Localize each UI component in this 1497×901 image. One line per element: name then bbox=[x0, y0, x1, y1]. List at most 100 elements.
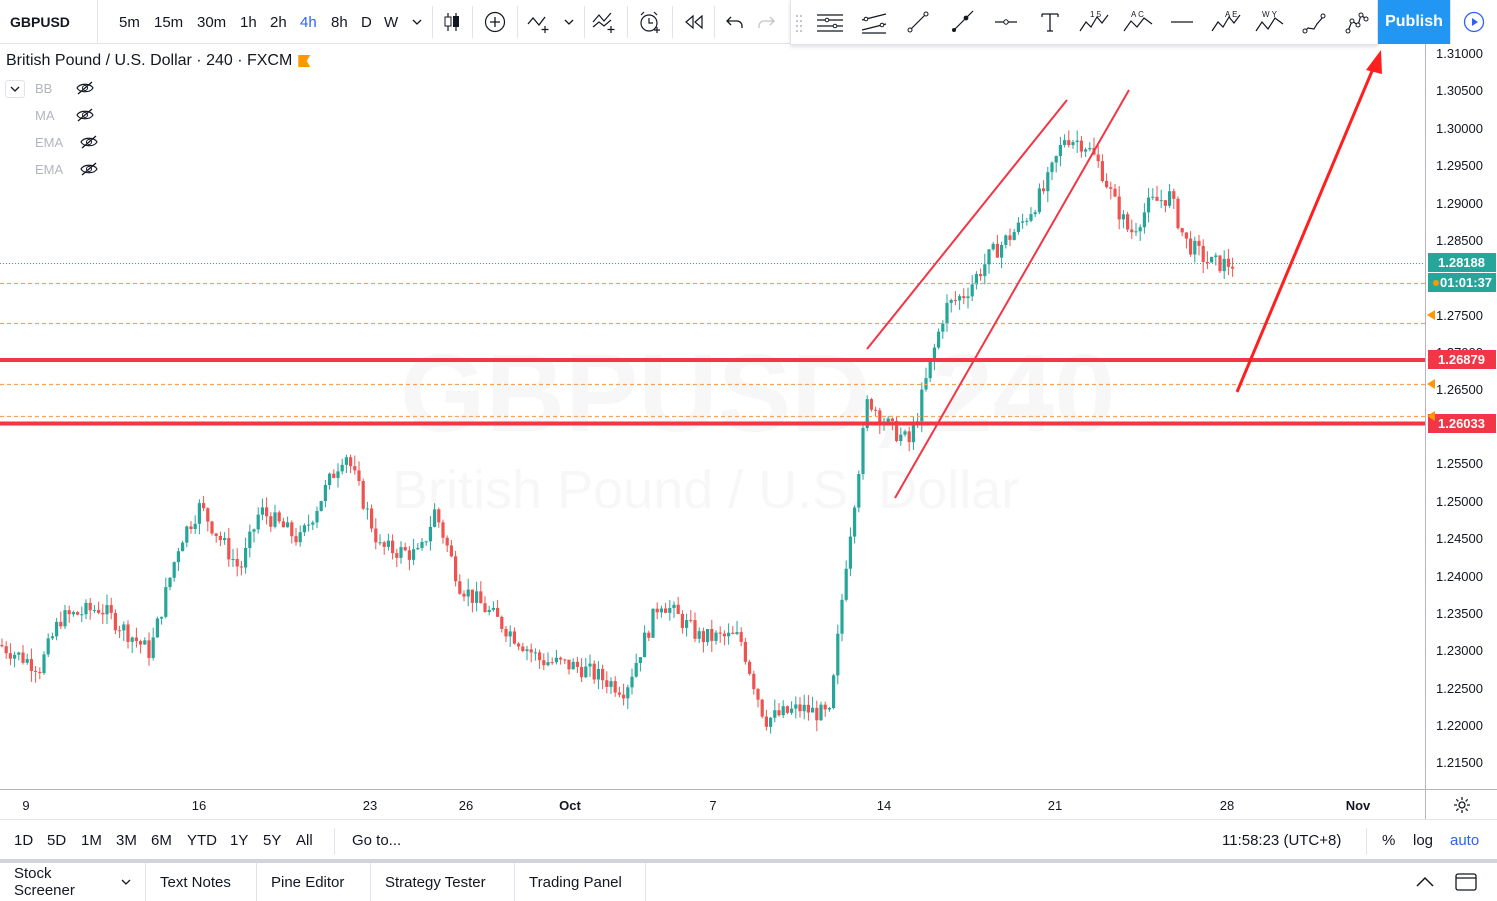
symbol-search[interactable]: GBPUSD bbox=[0, 0, 98, 44]
range-3m[interactable]: 3M bbox=[116, 832, 137, 849]
play-icon[interactable] bbox=[1450, 0, 1497, 44]
node-pattern-icon[interactable] bbox=[1337, 1, 1377, 43]
candle-body bbox=[1021, 221, 1025, 223]
wxy-wave-icon[interactable]: W Y bbox=[1250, 1, 1290, 43]
timeframe-30m[interactable]: 30m bbox=[197, 13, 227, 31]
candle-body bbox=[731, 632, 735, 634]
flag-icon[interactable] bbox=[298, 55, 311, 67]
description-watermark: British Pound / U.S. Dollar bbox=[392, 460, 1020, 520]
tab-strategy-tester[interactable]: Strategy Tester bbox=[371, 863, 515, 901]
text-icon[interactable] bbox=[1030, 1, 1070, 43]
indicator-row-bb[interactable]: BB bbox=[35, 80, 95, 96]
range-all[interactable]: All bbox=[296, 832, 313, 849]
price-axis[interactable]: 1.31000 1.30500 1.30000 1.29500 1.29000 … bbox=[1425, 44, 1497, 789]
range-5y[interactable]: 5Y bbox=[263, 832, 282, 849]
candle-body bbox=[365, 508, 369, 510]
indicators-icon[interactable] bbox=[523, 6, 555, 38]
candle-body bbox=[46, 638, 50, 655]
tab-pine-editor[interactable]: Pine Editor bbox=[257, 863, 371, 901]
trend-line-icon[interactable] bbox=[898, 1, 938, 43]
horizontal-ray-icon[interactable] bbox=[986, 1, 1026, 43]
candle-body bbox=[59, 621, 63, 627]
candle-body bbox=[118, 630, 122, 632]
candle-body bbox=[256, 514, 260, 530]
horizontal-lines-icon[interactable] bbox=[810, 1, 850, 43]
candle-body bbox=[1025, 220, 1029, 222]
candle-body bbox=[1063, 140, 1067, 145]
candle-body bbox=[101, 612, 105, 615]
timeframe-5m[interactable]: 5m bbox=[119, 13, 140, 31]
candle-body bbox=[693, 620, 697, 639]
parallel-channel-icon[interactable] bbox=[854, 1, 894, 43]
chart-pane[interactable]: GBPUSD, 240 British Pound / U.S. Dollar … bbox=[0, 44, 1425, 789]
candle-body bbox=[1096, 154, 1100, 162]
log-toggle[interactable]: log bbox=[1413, 832, 1434, 849]
tab-text-notes[interactable]: Text Notes bbox=[146, 863, 257, 901]
candle-body bbox=[412, 549, 416, 560]
compare-add-icon[interactable] bbox=[479, 6, 511, 38]
timeframe-d[interactable]: D bbox=[361, 13, 372, 31]
candle-body bbox=[571, 661, 575, 670]
timeframe-w[interactable]: W bbox=[384, 13, 399, 31]
candle-body bbox=[1226, 258, 1230, 267]
indicator-row-ema-2[interactable]: EMA bbox=[35, 161, 99, 177]
candles-icon[interactable] bbox=[436, 6, 468, 38]
timeframe-8h[interactable]: 8h bbox=[331, 13, 348, 31]
timeframe-2h[interactable]: 2h bbox=[270, 13, 287, 31]
tab-trading-panel[interactable]: Trading Panel bbox=[515, 863, 646, 901]
candle-body bbox=[945, 302, 949, 324]
candle-body bbox=[286, 522, 290, 528]
indicator-row-ma[interactable]: MA bbox=[35, 107, 95, 123]
price-plot[interactable] bbox=[0, 44, 1425, 789]
range-1d[interactable]: 1D bbox=[14, 832, 34, 849]
range-5d[interactable]: 5D bbox=[47, 832, 67, 849]
candle-body bbox=[798, 704, 802, 712]
candle-body bbox=[962, 296, 966, 299]
candle-body bbox=[1008, 235, 1012, 240]
alert-icon[interactable] bbox=[634, 6, 666, 38]
timeframe-1h[interactable]: 1h bbox=[240, 13, 257, 31]
time-axis[interactable]: 9 16 23 26 Oct 7 14 21 28 Nov bbox=[0, 789, 1425, 819]
abcd-pattern-icon[interactable]: A C bbox=[1118, 1, 1158, 43]
percent-toggle[interactable]: % bbox=[1382, 832, 1396, 849]
timeframe-4h[interactable]: 4h bbox=[300, 13, 317, 31]
goto-button[interactable]: Go to... bbox=[352, 832, 402, 849]
price-tick: 1.23000 bbox=[1436, 643, 1483, 658]
time-tick: Oct bbox=[559, 798, 581, 813]
undo-icon[interactable] bbox=[719, 6, 751, 38]
indicator-row-ema[interactable]: EMA bbox=[35, 134, 99, 150]
candle-body bbox=[38, 671, 42, 674]
collapse-legend-button[interactable] bbox=[5, 80, 25, 98]
tab-stock-screener[interactable]: Stock Screener bbox=[0, 863, 146, 901]
clock-timezone[interactable]: 11:58:23 (UTC+8) bbox=[1222, 832, 1342, 849]
drag-handle-icon[interactable] bbox=[795, 14, 803, 32]
candle-body bbox=[151, 637, 155, 658]
pencil-icon[interactable] bbox=[1294, 1, 1334, 43]
price-tick: 1.25000 bbox=[1436, 494, 1483, 509]
elliott-wave-1-5-icon[interactable]: 1 5 bbox=[1074, 1, 1114, 43]
range-1m[interactable]: 1M bbox=[81, 832, 102, 849]
replay-icon[interactable] bbox=[678, 6, 710, 38]
range-6m[interactable]: 6M bbox=[151, 832, 172, 849]
ray-icon[interactable] bbox=[942, 1, 982, 43]
chevron-up-icon[interactable] bbox=[1415, 875, 1435, 893]
settings-gear-icon[interactable] bbox=[1425, 789, 1497, 819]
range-ytd[interactable]: YTD bbox=[187, 832, 217, 849]
maximize-panel-icon[interactable] bbox=[1455, 873, 1477, 896]
candle-body bbox=[428, 526, 432, 542]
auto-toggle[interactable]: auto bbox=[1450, 832, 1480, 849]
candle-body bbox=[622, 694, 626, 699]
candle-body bbox=[244, 547, 248, 568]
candle-body bbox=[307, 524, 311, 526]
legend-title[interactable]: British Pound / U.S. Dollar · 240 · FXCM bbox=[6, 52, 311, 70]
timeframe-15m[interactable]: 15m bbox=[154, 13, 184, 31]
range-1y[interactable]: 1Y bbox=[230, 832, 249, 849]
xabcd-pattern-icon[interactable]: A E bbox=[1206, 1, 1246, 43]
horizontal-line-icon[interactable] bbox=[1162, 1, 1202, 43]
publish-button[interactable]: Publish bbox=[1378, 0, 1450, 44]
chevron-down-icon[interactable] bbox=[404, 6, 430, 38]
templates-icon[interactable] bbox=[589, 6, 621, 38]
candle-body bbox=[273, 512, 277, 527]
chevron-down-icon[interactable] bbox=[556, 6, 582, 38]
redo-icon[interactable] bbox=[750, 6, 782, 38]
